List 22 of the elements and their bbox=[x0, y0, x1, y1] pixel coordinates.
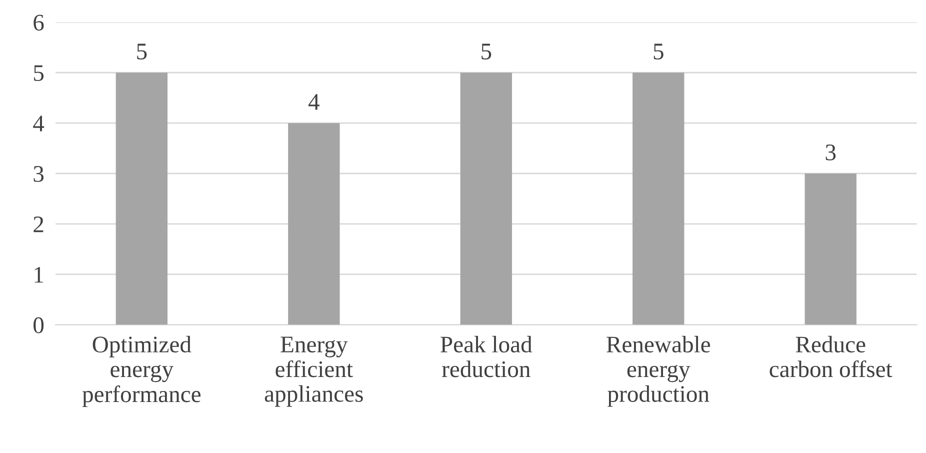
x-tick-label: Energy efficient appliances bbox=[264, 336, 363, 407]
data-label: 4 bbox=[308, 94, 320, 110]
y-tick-label: 1 bbox=[34, 266, 44, 283]
data-label: 5 bbox=[137, 44, 147, 60]
y-tick-label: 4 bbox=[33, 116, 44, 132]
bar bbox=[288, 123, 340, 325]
x-tick-label: Reduce carbon offset bbox=[770, 336, 892, 378]
bar bbox=[804, 174, 856, 325]
x-tick-label: Optimized energy performance bbox=[82, 336, 201, 408]
x-tick-label: Renewable energy production bbox=[606, 336, 710, 407]
y-tick-label: 3 bbox=[34, 166, 44, 182]
y-tick-label: 6 bbox=[34, 14, 44, 31]
y-tick-label: 2 bbox=[34, 216, 44, 232]
bar bbox=[632, 72, 684, 325]
bar bbox=[116, 72, 168, 325]
bar bbox=[460, 72, 512, 325]
x-tick-label: Peak load reduction bbox=[440, 336, 532, 378]
y-tick-label: 0 bbox=[34, 317, 44, 334]
y-tick-label: 5 bbox=[34, 65, 44, 82]
data-label: 5 bbox=[482, 44, 492, 60]
data-label: 5 bbox=[654, 44, 664, 60]
data-label: 3 bbox=[826, 144, 836, 160]
